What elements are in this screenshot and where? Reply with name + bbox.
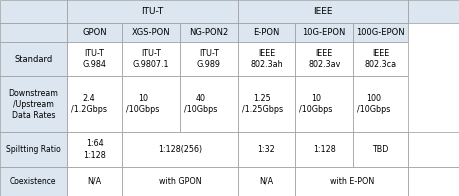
Bar [353,76,407,132]
Bar [295,23,353,42]
Bar [0,0,67,23]
Bar [0,132,67,167]
Text: N/A: N/A [87,177,101,186]
Text: 1:128: 1:128 [312,145,335,154]
Text: 1:32: 1:32 [257,145,275,154]
Text: Spiltting Ratio: Spiltting Ratio [6,145,61,154]
Text: Standard: Standard [14,55,52,64]
Bar [353,132,407,167]
Text: 10G-EPON: 10G-EPON [302,28,345,37]
Text: 10
/10Gbps: 10 /10Gbps [126,94,159,114]
Text: 2.4
/1.2Gbps: 2.4 /1.2Gbps [71,94,106,114]
Text: NG-PON2: NG-PON2 [189,28,228,37]
Bar [237,132,295,167]
Text: 100G-EPON: 100G-EPON [356,28,404,37]
Bar [67,0,237,23]
Text: TBD: TBD [372,145,388,154]
Text: with E-PON: with E-PON [329,177,373,186]
Bar [179,42,237,76]
Bar [237,76,295,132]
Text: 1.25
/1.25Gbps: 1.25 /1.25Gbps [241,94,282,114]
Text: ITU-T: ITU-T [141,7,163,16]
Text: 1:128(256): 1:128(256) [157,145,202,154]
Bar [295,42,353,76]
Text: IEEE
802.3av: IEEE 802.3av [308,49,340,69]
Bar [407,132,459,167]
Text: Downstream
/Upstream
Data Rates: Downstream /Upstream Data Rates [8,89,58,120]
Bar [122,167,237,196]
Bar [0,42,67,76]
Bar [295,76,353,132]
Bar [407,167,459,196]
Bar [237,167,295,196]
Text: IEEE
802.3ca: IEEE 802.3ca [364,49,396,69]
Bar [353,42,407,76]
Bar [122,76,179,132]
Text: 40
/10Gbps: 40 /10Gbps [184,94,217,114]
Bar [67,167,122,196]
Bar [122,42,179,76]
Text: ITU-T
G.9807.1: ITU-T G.9807.1 [133,49,169,69]
Text: ITU-T
G.989: ITU-T G.989 [196,49,220,69]
Bar [122,23,179,42]
Text: 10
/10Gbps: 10 /10Gbps [299,94,332,114]
Text: IEEE: IEEE [313,7,332,16]
Text: 1:64
1:128: 1:64 1:128 [83,139,106,160]
Bar [67,132,122,167]
Bar [237,23,295,42]
Bar [122,132,237,167]
Bar [237,0,407,23]
Bar [353,23,407,42]
Text: 100
/10Gbps: 100 /10Gbps [356,94,390,114]
Bar [0,23,67,42]
Text: Coexistence: Coexistence [10,177,56,186]
Bar [67,42,122,76]
Text: N/A: N/A [259,177,273,186]
Bar [179,23,237,42]
Bar [0,76,67,132]
Bar [295,132,353,167]
Text: E-PON: E-PON [253,28,279,37]
Text: GPON: GPON [82,28,106,37]
Bar [295,167,407,196]
Bar [237,42,295,76]
Bar [179,76,237,132]
Text: XGS-PON: XGS-PON [131,28,170,37]
Bar [407,0,459,23]
Bar [67,76,122,132]
Text: ITU-T
G.984: ITU-T G.984 [82,49,106,69]
Text: IEEE
802.3ah: IEEE 802.3ah [250,49,282,69]
Bar [67,23,122,42]
Bar [0,167,67,196]
Text: with GPON: with GPON [158,177,201,186]
